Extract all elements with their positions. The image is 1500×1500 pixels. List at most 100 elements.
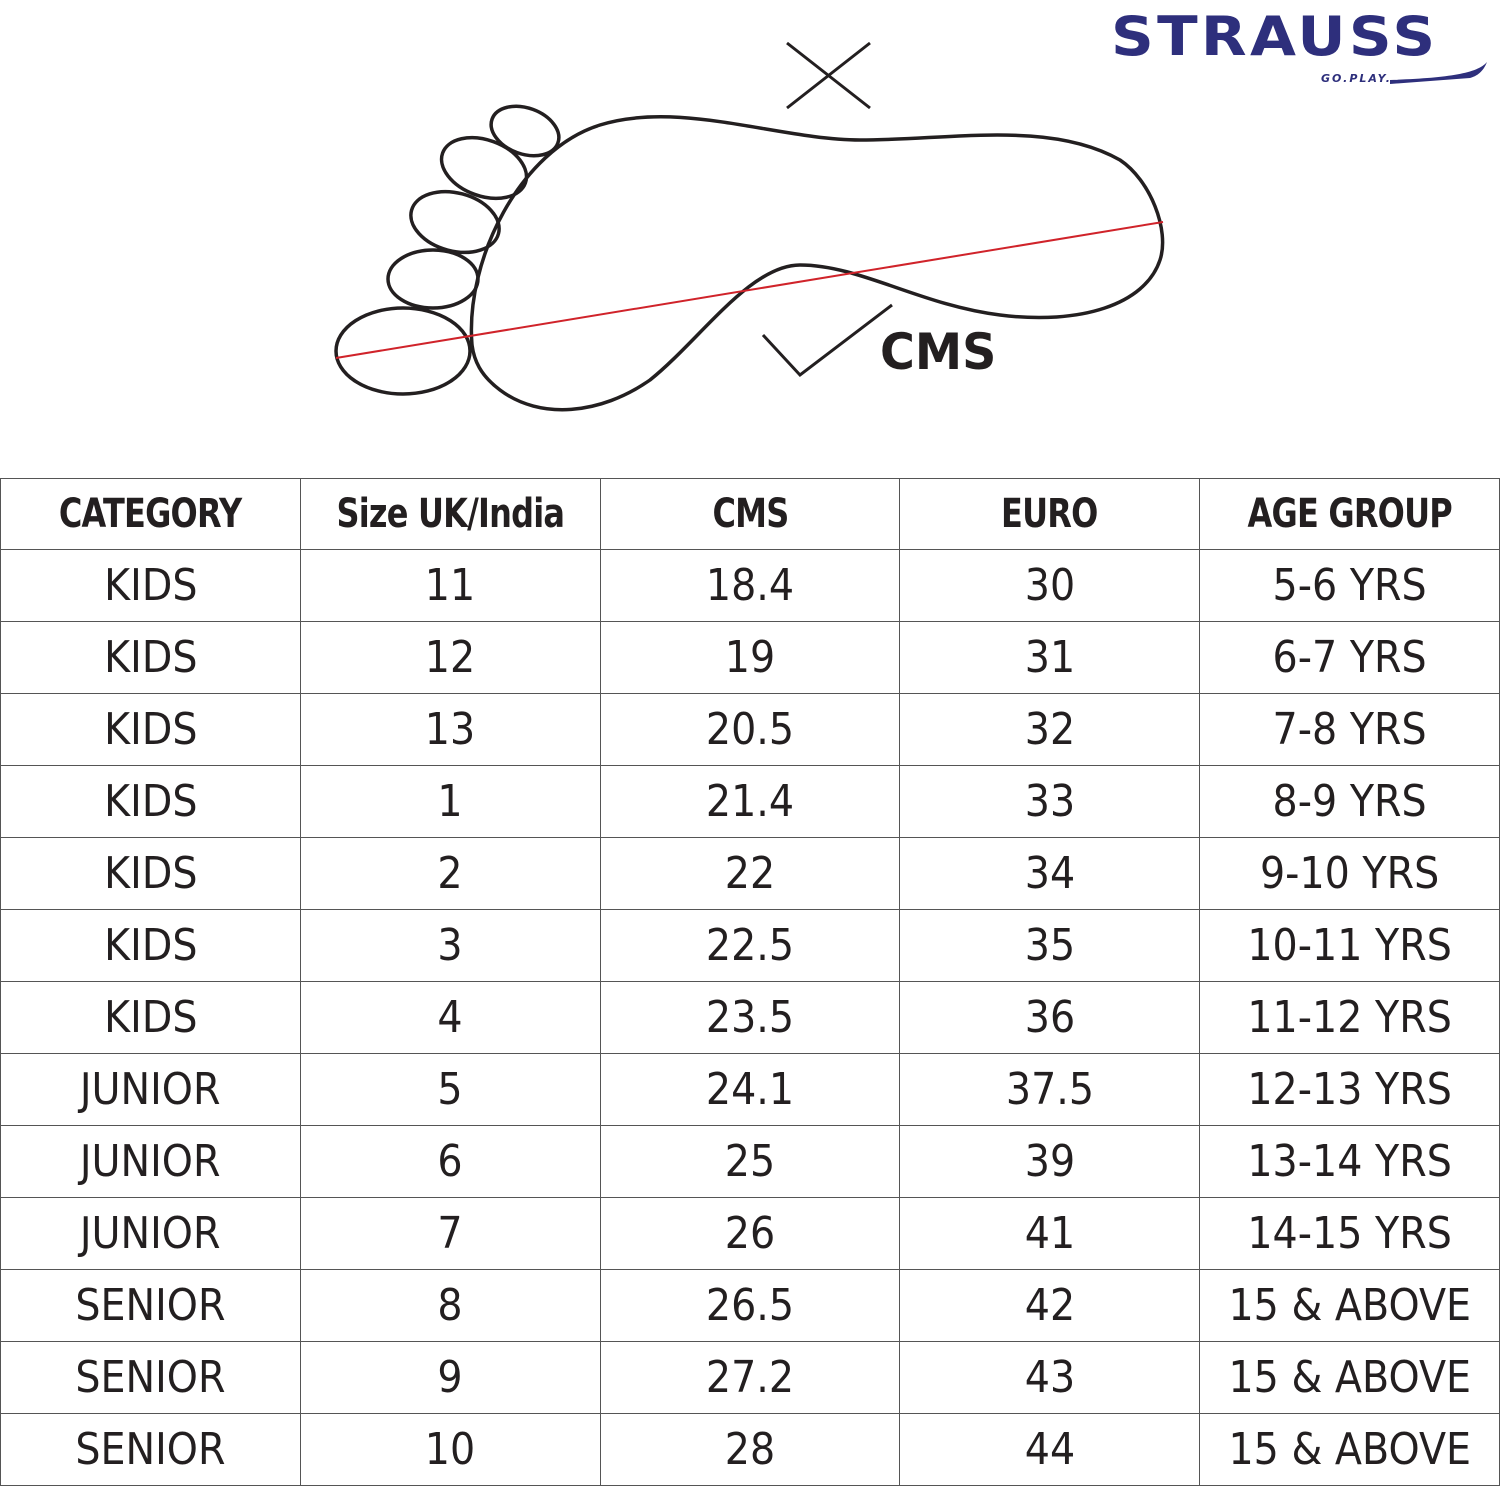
table-row: SENIOR 9 27.2 43 15 & ABOVE <box>0 1341 1500 1414</box>
table-header-row: CATEGORY Size UK/India CMS EURO AGE GROUP <box>0 478 1500 550</box>
cell-value: 10 <box>424 1424 476 1475</box>
cell-value: 28 <box>724 1424 776 1475</box>
cell-value: 22.5 <box>705 920 795 971</box>
cell-euro: 43 <box>899 1341 1201 1414</box>
cell-category: JUNIOR <box>0 1197 301 1270</box>
cell-category: KIDS <box>0 837 301 910</box>
toe-2 <box>386 248 480 310</box>
cell-cms: 21.4 <box>599 765 901 838</box>
cell-value: 6 <box>437 1136 463 1187</box>
cell-euro: 34 <box>899 837 1201 910</box>
cell-cms: 20.5 <box>599 693 901 766</box>
cell-size-uk-india: 4 <box>299 981 601 1054</box>
cell-cms: 22.5 <box>599 909 901 982</box>
cell-value: 44 <box>1024 1424 1075 1475</box>
cell-value: 15 & ABOVE <box>1228 1352 1471 1403</box>
cell-size-uk-india: 1 <box>299 765 601 838</box>
logo-swoosh <box>1390 62 1487 84</box>
logo-wordmark: STRAUSS <box>1111 5 1439 68</box>
cell-value: 41 <box>1024 1208 1075 1259</box>
cell-value: 6-7 YRS <box>1272 632 1427 683</box>
header-label: Size UK/India <box>336 491 565 537</box>
cell-value: 7 <box>437 1208 463 1259</box>
cell-value: 18.4 <box>705 560 795 611</box>
cell-euro: 44 <box>899 1413 1201 1486</box>
table-row: KIDS 4 23.5 36 11-12 YRS <box>0 981 1500 1054</box>
cell-category: SENIOR <box>0 1341 301 1414</box>
cell-value: 8-9 YRS <box>1272 776 1427 827</box>
cell-category: KIDS <box>0 981 301 1054</box>
cell-value: SENIOR <box>75 1424 226 1475</box>
cell-euro: 39 <box>899 1125 1201 1198</box>
cell-value: 21.4 <box>705 776 795 827</box>
cell-value: KIDS <box>103 848 198 899</box>
cell-value: KIDS <box>103 632 198 683</box>
logo-tagline: GO.PLAY. <box>1321 72 1392 85</box>
cell-age-group: 15 & ABOVE <box>1199 1413 1500 1486</box>
cell-value: 20.5 <box>705 704 795 755</box>
table-row: KIDS 3 22.5 35 10-11 YRS <box>0 909 1500 982</box>
cell-value: 14-15 YRS <box>1247 1208 1452 1259</box>
toe-big <box>334 306 472 396</box>
cell-size-uk-india: 8 <box>299 1269 601 1342</box>
cell-value: SENIOR <box>75 1352 226 1403</box>
cell-age-group: 14-15 YRS <box>1199 1197 1500 1270</box>
cell-category: KIDS <box>0 549 301 622</box>
cell-value: 13 <box>424 704 476 755</box>
cell-age-group: 15 & ABOVE <box>1199 1341 1500 1414</box>
cross-icon <box>786 41 871 110</box>
cell-size-uk-india: 10 <box>299 1413 601 1486</box>
cell-size-uk-india: 13 <box>299 693 601 766</box>
cell-value: 3 <box>437 920 463 971</box>
cell-value: 11 <box>424 560 476 611</box>
brand-logo: STRAUSS GO.PLAY. <box>1105 10 1495 90</box>
header-euro: EURO <box>899 478 1201 550</box>
cell-value: JUNIOR <box>80 1064 221 1115</box>
cell-value: KIDS <box>103 560 198 611</box>
table-row: SENIOR 10 28 44 15 & ABOVE <box>0 1413 1500 1486</box>
cell-size-uk-india: 5 <box>299 1053 601 1126</box>
cell-age-group: 10-11 YRS <box>1199 909 1500 982</box>
cell-euro: 30 <box>899 549 1201 622</box>
cell-value: 24.1 <box>705 1064 795 1115</box>
cell-cms: 25 <box>599 1125 901 1198</box>
cell-size-uk-india: 7 <box>299 1197 601 1270</box>
header-label: CATEGORY <box>59 491 242 537</box>
cms-label: CMS <box>880 323 997 381</box>
cell-age-group: 15 & ABOVE <box>1199 1269 1500 1342</box>
cell-value: 11-12 YRS <box>1247 992 1452 1043</box>
cell-value: 7-8 YRS <box>1272 704 1427 755</box>
cell-category: JUNIOR <box>0 1125 301 1198</box>
cell-value: KIDS <box>103 776 198 827</box>
header-label: CMS <box>711 491 789 537</box>
table-row: KIDS 1 21.4 33 8-9 YRS <box>0 765 1500 838</box>
cell-value: 5-6 YRS <box>1272 560 1427 611</box>
header-category: CATEGORY <box>0 478 301 550</box>
foot-measurement-diagram <box>334 41 1165 412</box>
table-row: JUNIOR 7 26 41 14-15 YRS <box>0 1197 1500 1270</box>
header-age-group: AGE GROUP <box>1199 478 1500 550</box>
cell-value: 22 <box>724 848 776 899</box>
cell-category: SENIOR <box>0 1269 301 1342</box>
cell-value: 1 <box>437 776 463 827</box>
cell-cms: 28 <box>599 1413 901 1486</box>
cell-value: 13-14 YRS <box>1247 1136 1452 1187</box>
cell-size-uk-india: 6 <box>299 1125 601 1198</box>
cell-euro: 31 <box>899 621 1201 694</box>
toe-5 <box>489 104 561 158</box>
cell-value: 35 <box>1024 920 1075 971</box>
cell-category: KIDS <box>0 621 301 694</box>
cell-value: 4 <box>437 992 463 1043</box>
cell-value: 32 <box>1024 704 1075 755</box>
cell-euro: 42 <box>899 1269 1201 1342</box>
cell-age-group: 6-7 YRS <box>1199 621 1500 694</box>
cell-value: 39 <box>1024 1136 1075 1187</box>
cell-age-group: 11-12 YRS <box>1199 981 1500 1054</box>
cell-value: 15 & ABOVE <box>1228 1280 1471 1331</box>
header-label: EURO <box>1001 491 1099 537</box>
table-row: KIDS 12 19 31 6-7 YRS <box>0 621 1500 694</box>
cell-value: 36 <box>1024 992 1075 1043</box>
cell-category: KIDS <box>0 693 301 766</box>
cell-value: JUNIOR <box>80 1208 221 1259</box>
cell-size-uk-india: 3 <box>299 909 601 982</box>
